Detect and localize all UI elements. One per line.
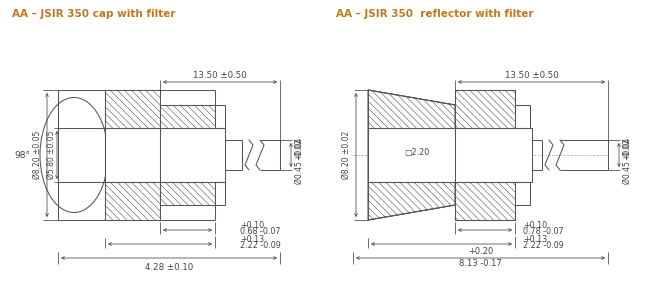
Text: Ø5.80 ±0.05: Ø5.80 ±0.05 bbox=[47, 131, 56, 179]
Text: Ø8.20 ±0.05: Ø8.20 ±0.05 bbox=[32, 131, 41, 179]
Bar bbox=[160, 128, 225, 182]
Text: 4.28 ±0.10: 4.28 ±0.10 bbox=[145, 263, 193, 273]
Text: +0.10: +0.10 bbox=[240, 220, 264, 230]
Text: +0.10: +0.10 bbox=[523, 220, 547, 230]
Bar bbox=[105, 90, 160, 220]
Text: 0.78 -0.07: 0.78 -0.07 bbox=[523, 227, 564, 236]
Bar bbox=[160, 105, 215, 205]
Text: 2.22 -0.09: 2.22 -0.09 bbox=[240, 242, 281, 251]
Text: 0.68 -0.07: 0.68 -0.07 bbox=[240, 227, 281, 236]
Text: 2.22 -0.09: 2.22 -0.09 bbox=[523, 242, 564, 251]
Text: Ø8.20 ±0.02: Ø8.20 ±0.02 bbox=[341, 131, 351, 179]
Polygon shape bbox=[368, 90, 455, 220]
Bar bbox=[455, 128, 532, 182]
Text: +0.20: +0.20 bbox=[468, 247, 493, 257]
Text: Ø0.45 -0.02: Ø0.45 -0.02 bbox=[294, 140, 303, 185]
Text: +0.13: +0.13 bbox=[240, 235, 264, 243]
Bar bbox=[105, 128, 160, 182]
Text: Ø0.45 -0.02: Ø0.45 -0.02 bbox=[623, 140, 632, 185]
Text: □2.20: □2.20 bbox=[404, 149, 429, 157]
Text: AA – JSIR 350 cap with filter: AA – JSIR 350 cap with filter bbox=[12, 9, 176, 19]
Bar bbox=[368, 128, 455, 182]
Text: AA – JSIR 350  reflector with filter: AA – JSIR 350 reflector with filter bbox=[336, 9, 533, 19]
Text: +0.04: +0.04 bbox=[294, 136, 303, 160]
Text: 13.50 ±0.50: 13.50 ±0.50 bbox=[193, 72, 247, 80]
Text: +0.13: +0.13 bbox=[523, 235, 547, 243]
Bar bbox=[455, 90, 515, 220]
Text: +0.04: +0.04 bbox=[623, 136, 632, 160]
Text: 13.50 ±0.50: 13.50 ±0.50 bbox=[505, 72, 559, 80]
Text: 98°: 98° bbox=[14, 150, 30, 160]
Text: 8.13 -0.17: 8.13 -0.17 bbox=[459, 258, 502, 267]
